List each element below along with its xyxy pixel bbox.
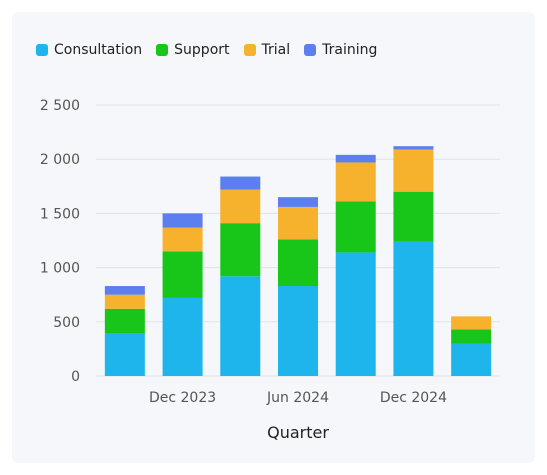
bar-segment-trial[interactable]	[220, 189, 261, 224]
bar-segment-training[interactable]	[220, 176, 261, 190]
bar-segment-support[interactable]	[393, 191, 434, 242]
bar-segment-training[interactable]	[335, 154, 376, 163]
bar-segment-training[interactable]	[162, 213, 203, 228]
legend-swatch-training	[304, 44, 317, 56]
bar-segment-training[interactable]	[104, 286, 145, 295]
bar-segment-consultation[interactable]	[278, 286, 318, 376]
bar-segment-support[interactable]	[335, 201, 376, 253]
y-tick-label: 2 500	[40, 98, 80, 114]
bar-segment-consultation[interactable]	[451, 343, 492, 376]
x-tick-label: Jun 2024	[266, 390, 329, 406]
x-tick-label: Dec 2024	[380, 390, 447, 406]
bar-segment-consultation[interactable]	[393, 241, 434, 376]
bar-segment-trial[interactable]	[451, 316, 492, 330]
x-tick-label: Dec 2023	[149, 390, 216, 406]
bar-segment-support[interactable]	[104, 308, 145, 334]
legend-label-support: Support	[174, 42, 230, 58]
x-axis-ticks: Dec 2023 Jun 2024 Dec 2024	[149, 390, 447, 406]
y-tick-label: 1 500	[40, 206, 80, 222]
bar-segment-consultation[interactable]	[335, 252, 376, 376]
y-tick-label: 1 000	[40, 261, 80, 277]
y-tick-label: 2 000	[40, 152, 80, 168]
y-tick-label: 500	[53, 315, 80, 331]
bar-segment-training[interactable]	[393, 146, 434, 150]
bar-segment-support[interactable]	[451, 329, 492, 344]
legend: Consultation Support Trial Training	[36, 42, 377, 58]
legend-item-training[interactable]: Training	[304, 42, 377, 58]
legend-item-consultation[interactable]: Consultation	[36, 42, 142, 58]
bar-segment-trial[interactable]	[162, 227, 203, 252]
bar-segment-support[interactable]	[162, 251, 203, 298]
legend-label-consultation: Consultation	[54, 42, 143, 58]
bar-segment-support[interactable]	[278, 239, 318, 287]
y-tick-label: 0	[71, 369, 80, 385]
legend-swatch-trial	[243, 44, 256, 56]
bar-segment-trial[interactable]	[335, 162, 376, 202]
y-axis-ticks: 0 500 1 000 1 500 2 000 2 500	[40, 98, 80, 385]
legend-label-training: Training	[322, 42, 378, 58]
bar-segment-trial[interactable]	[278, 206, 318, 240]
bar-segment-training[interactable]	[278, 197, 318, 207]
bar-segment-support[interactable]	[220, 223, 261, 277]
legend-swatch-consultation	[36, 44, 48, 56]
bar-segment-consultation[interactable]	[162, 297, 203, 376]
bar-segment-consultation[interactable]	[104, 333, 145, 376]
bar-segment-trial[interactable]	[104, 294, 145, 309]
chart-card	[12, 12, 535, 463]
x-axis-title: Quarter	[267, 423, 329, 442]
legend-item-support[interactable]: Support	[156, 42, 230, 58]
bar-segment-trial[interactable]	[393, 149, 434, 192]
legend-item-trial[interactable]: Trial	[243, 42, 291, 58]
bar-segment-consultation[interactable]	[220, 276, 261, 376]
bars	[104, 146, 492, 376]
legend-swatch-support	[156, 44, 169, 56]
legend-label-trial: Trial	[261, 42, 291, 58]
